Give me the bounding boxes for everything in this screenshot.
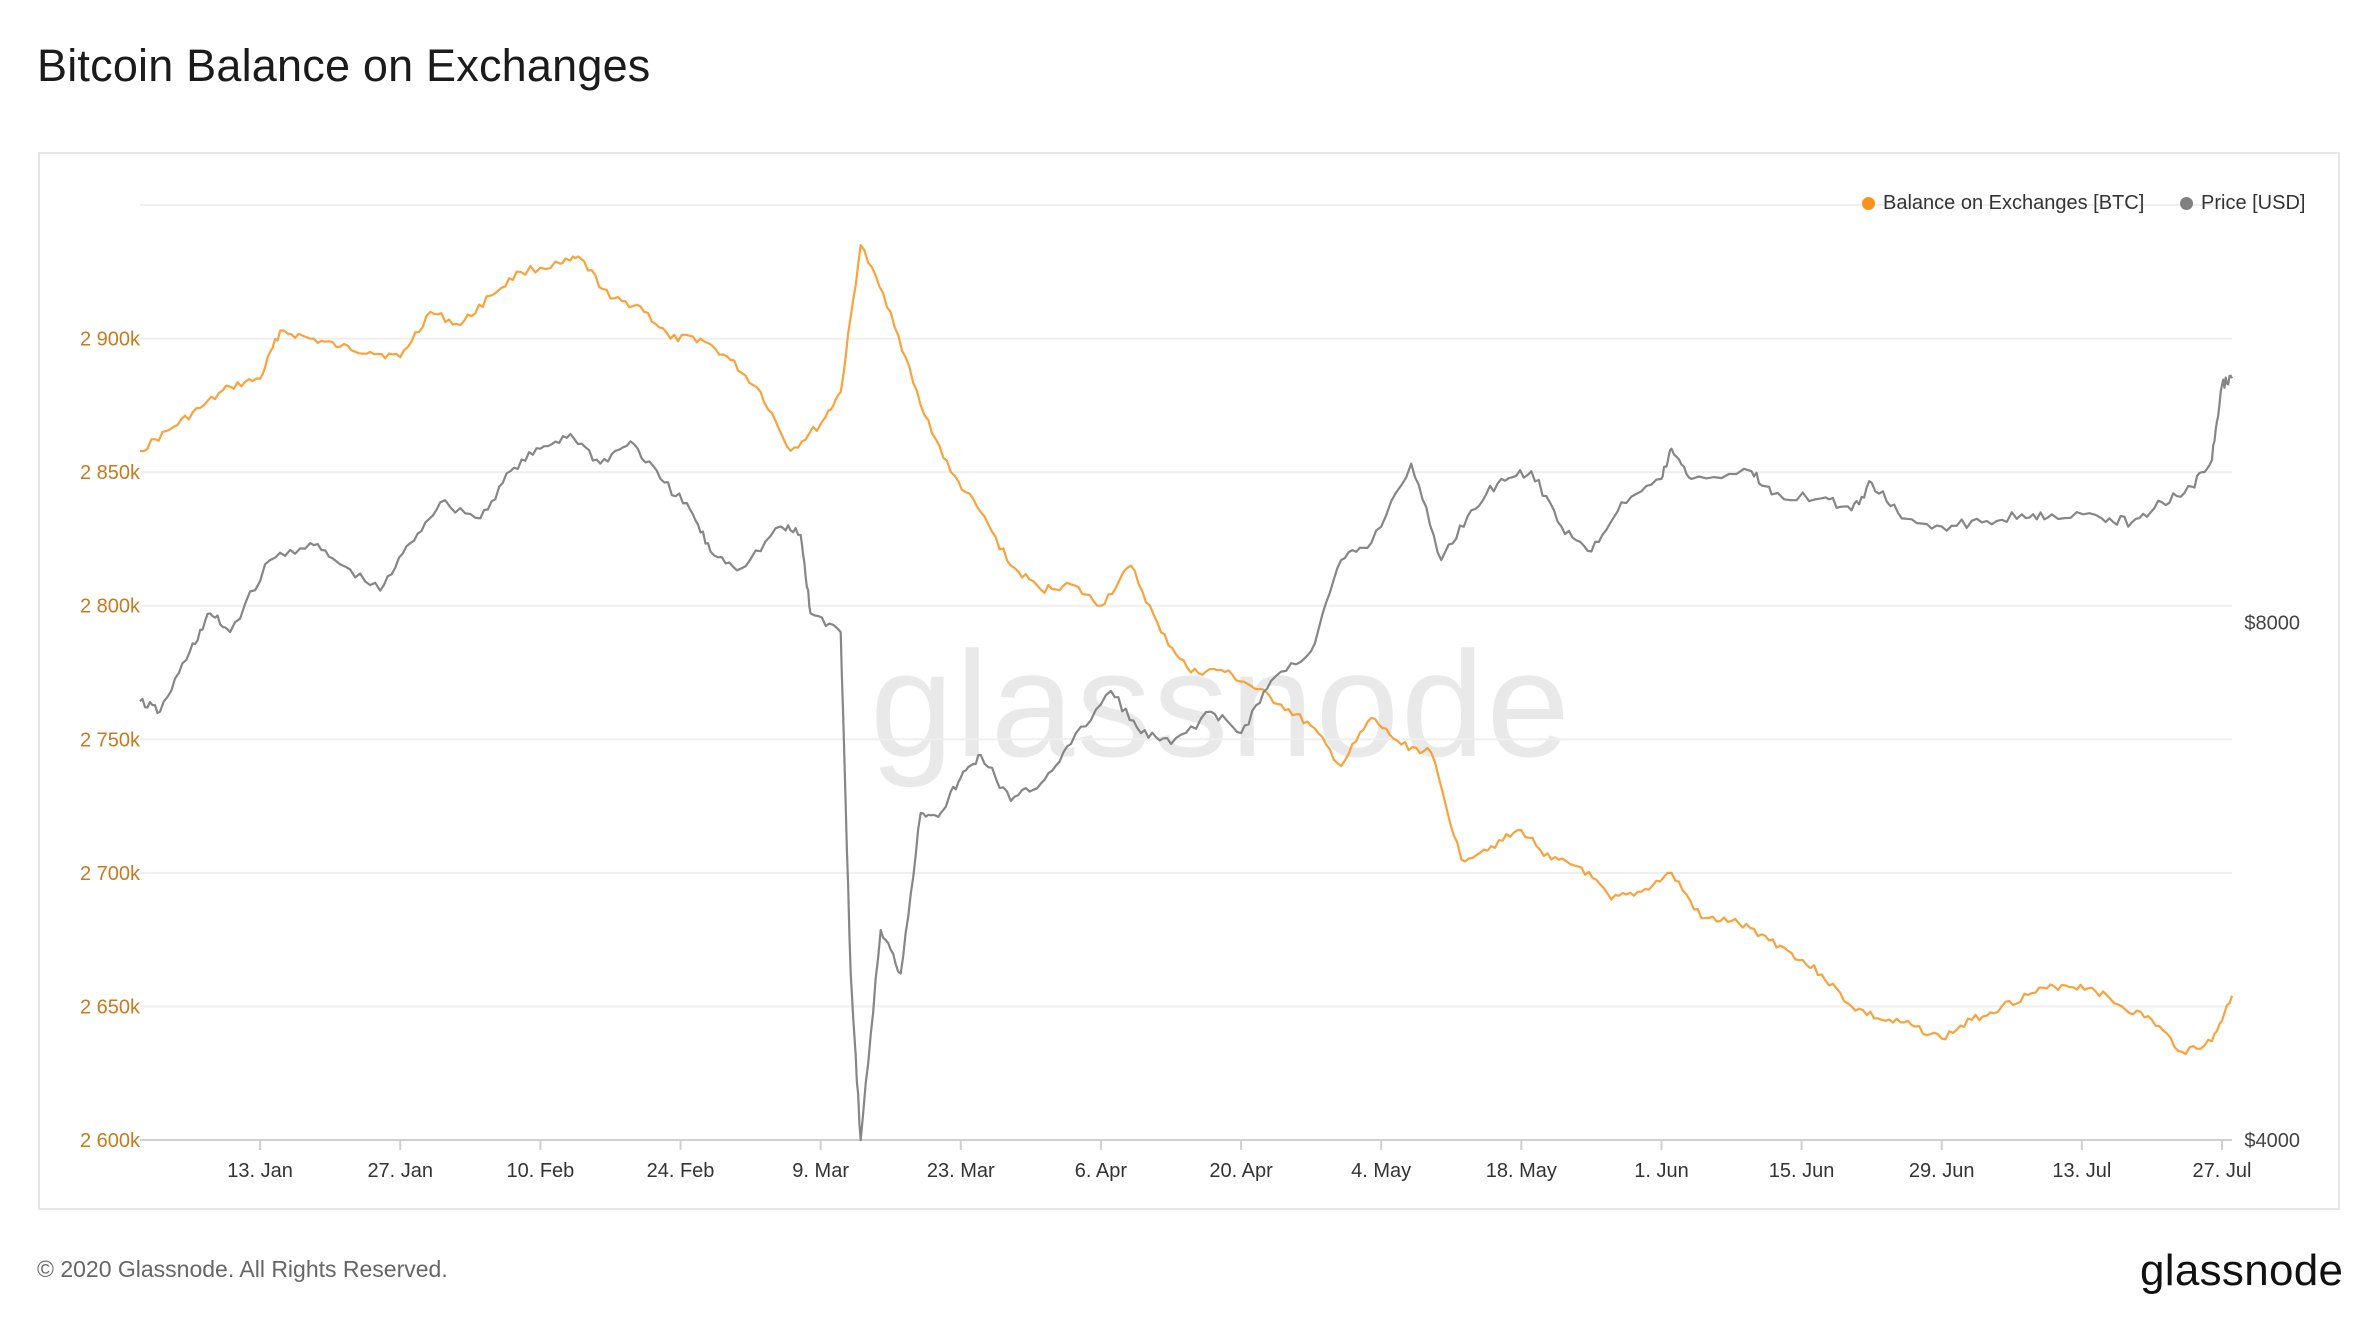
- x-axis-tick-label: 20. Apr: [1209, 1160, 1273, 1182]
- left-axis-tick-label: 2 750k: [80, 729, 141, 751]
- copyright-notice: © 2020 Glassnode. All Rights Reserved.: [37, 1256, 448, 1282]
- glassnode-logo[interactable]: glassnode: [2140, 1246, 2344, 1295]
- legend-price[interactable]: Price [USD]: [2180, 192, 2305, 215]
- x-axis-tick-label: 24. Feb: [647, 1160, 715, 1182]
- watermark-logo: glassnode: [870, 620, 1572, 788]
- left-axis-tick-label: 2 800k: [80, 596, 141, 618]
- x-axis-tick-label: 13. Jan: [227, 1160, 293, 1182]
- series-lines: [139, 244, 2234, 1142]
- x-axis-tick-label: 18. May: [1486, 1160, 1557, 1182]
- left-axis-tick-label: 2 850k: [80, 462, 141, 484]
- x-axis-tick-label: 27. Jul: [2193, 1160, 2252, 1182]
- x-axis-tick-label: 27. Jan: [367, 1160, 433, 1182]
- x-axis-tick-label: 6. Apr: [1075, 1160, 1128, 1182]
- legend-balance[interactable]: Balance on Exchanges [BTC]: [1862, 192, 2144, 215]
- left-axis-tick-label: 2 900k: [80, 329, 141, 351]
- left-axis-tick-label: 2 650k: [80, 996, 141, 1018]
- legend-price-label: Price [USD]: [2201, 192, 2306, 214]
- left-axis: 2 600k 2 650k 2 700k 2 750k 2 800k 2 850k 2 90…: [80, 329, 141, 1152]
- price-series-line: [139, 374, 2233, 1142]
- x-axis-tick-label: 29. Jun: [1909, 1160, 1975, 1182]
- balance-legend-marker: [1862, 197, 1875, 210]
- x-axis-tick-label: 23. Mar: [927, 1160, 995, 1182]
- right-axis-tick-label: $4000: [2244, 1130, 2300, 1152]
- balance-series-line: [139, 244, 2234, 1056]
- x-axis-tick-label: 4. May: [1351, 1160, 1411, 1182]
- grid-lines: [140, 204, 2232, 1141]
- x-axis-tick-label: 9. Mar: [792, 1160, 849, 1182]
- legend-balance-label: Balance on Exchanges [BTC]: [1883, 192, 2145, 214]
- left-axis-tick-label: 2 600k: [80, 1130, 141, 1152]
- x-axis-tick-label: 1. Jun: [1634, 1160, 1688, 1182]
- left-axis-tick-label: 2 700k: [80, 863, 141, 885]
- x-axis-tick-label: 10. Feb: [506, 1160, 574, 1182]
- x-axis-tick-label: 13. Jul: [2052, 1160, 2111, 1182]
- x-axis: 13. Jan 27. Jan 10. Feb 24. Feb 9. Mar 23. Ma…: [140, 1139, 2252, 1182]
- right-axis: $4000 $8000: [2244, 613, 2300, 1152]
- chart-title: Bitcoin Balance on Exchanges: [37, 40, 651, 91]
- price-legend-marker: [2180, 197, 2193, 210]
- right-axis-tick-label: $8000: [2244, 613, 2300, 635]
- x-axis-tick-label: 15. Jun: [1769, 1160, 1835, 1182]
